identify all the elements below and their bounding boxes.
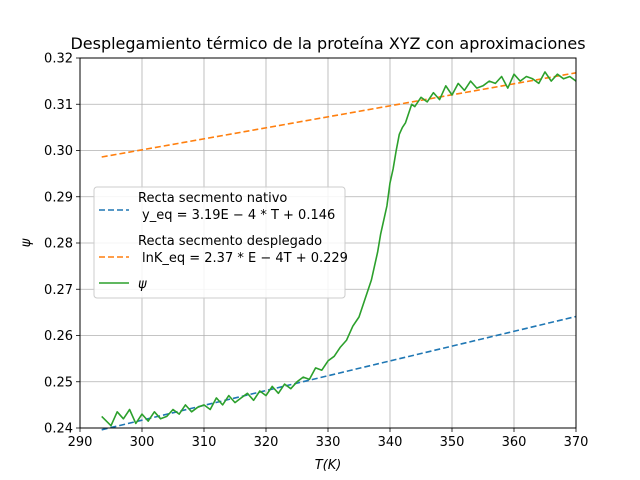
series-layer xyxy=(101,71,577,431)
y-tick-label: 0.30 xyxy=(44,144,73,159)
plot-frame xyxy=(79,57,577,429)
x-tick-label: 360 xyxy=(502,435,527,450)
y-axis-label: ψ xyxy=(19,238,34,247)
x-tick-label: 320 xyxy=(254,435,279,450)
y-tick-label: 0.31 xyxy=(44,98,73,113)
legend-formula-native: y_eq = 3.19E − 4 * T + 0.146 xyxy=(142,208,335,223)
legend-formula-unfolded: lnK_eq = 2.37 * E − 4T + 0.229 xyxy=(142,251,348,266)
y-tick-label: 0.27 xyxy=(44,283,73,298)
x-tick-label: 350 xyxy=(440,435,465,450)
y-tick-label: 0.28 xyxy=(44,237,73,252)
y-tick-label: 0.26 xyxy=(44,329,73,344)
x-axis-ticks: 290 300 310 320 330 340 350 360 370 xyxy=(68,428,589,450)
legend-label-native: Recta secmento nativo xyxy=(138,191,287,206)
y-axis-ticks: 0.24 0.25 0.26 0.27 0.28 0.29 0.30 0.31 0.32 xyxy=(44,52,80,437)
x-axis-label: T(K) xyxy=(315,458,342,473)
y-tick-label: 0.25 xyxy=(44,375,73,390)
legend-label-psi: ψ xyxy=(138,277,147,292)
y-tick-label: 0.24 xyxy=(44,422,73,437)
legend: Recta secmento nativo y_eq = 3.19E − 4 *… xyxy=(93,186,348,299)
x-tick-label: 310 xyxy=(192,435,217,450)
unfolded-fit-line xyxy=(101,72,577,158)
x-tick-label: 300 xyxy=(130,435,155,450)
psi-data-line xyxy=(101,71,577,427)
y-tick-label: 0.32 xyxy=(44,52,73,67)
chart-title: Desplegamiento térmico de la proteína XY… xyxy=(70,34,585,53)
legend-label-unfolded: Recta secmento desplegado xyxy=(138,234,322,249)
x-tick-label: 330 xyxy=(316,435,341,450)
x-tick-label: 370 xyxy=(564,435,589,450)
y-tick-label: 0.29 xyxy=(44,190,73,205)
legend-box xyxy=(93,186,346,299)
x-tick-label: 340 xyxy=(378,435,403,450)
x-tick-label: 290 xyxy=(68,435,93,450)
